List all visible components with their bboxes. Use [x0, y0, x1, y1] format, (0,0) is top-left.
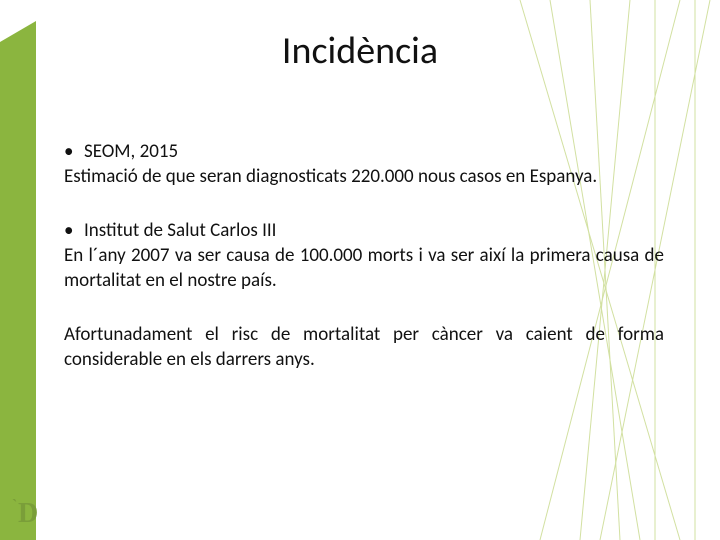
left-accent-bar [0, 0, 36, 540]
svg-text:`: ` [12, 497, 17, 514]
bullet-icon: • [64, 219, 84, 244]
slide-body: • SEOM, 2015 Estimació de que seran diag… [64, 140, 664, 403]
block-institut: • Institut de Salut Carlos III En l´any … [64, 219, 664, 293]
paragraph-3: Afortunadament el risc de mortalitat per… [64, 323, 664, 372]
block-seom: • SEOM, 2015 Estimació de que seran diag… [64, 140, 664, 189]
logo-letter: D [18, 498, 38, 529]
logo-icon: D ` [10, 492, 50, 532]
bullet-text-2: Institut de Salut Carlos III [84, 219, 276, 244]
bullet-icon: • [64, 140, 84, 165]
slide-title: Incidència [0, 28, 720, 74]
paragraph-2: En l´any 2007 va ser causa de 100.000 mo… [64, 244, 664, 293]
paragraph-1: Estimació de que seran diagnosticats 220… [64, 165, 664, 190]
bullet-text-1: SEOM, 2015 [84, 140, 178, 165]
block-conclusion: Afortunadament el risc de mortalitat per… [64, 323, 664, 372]
